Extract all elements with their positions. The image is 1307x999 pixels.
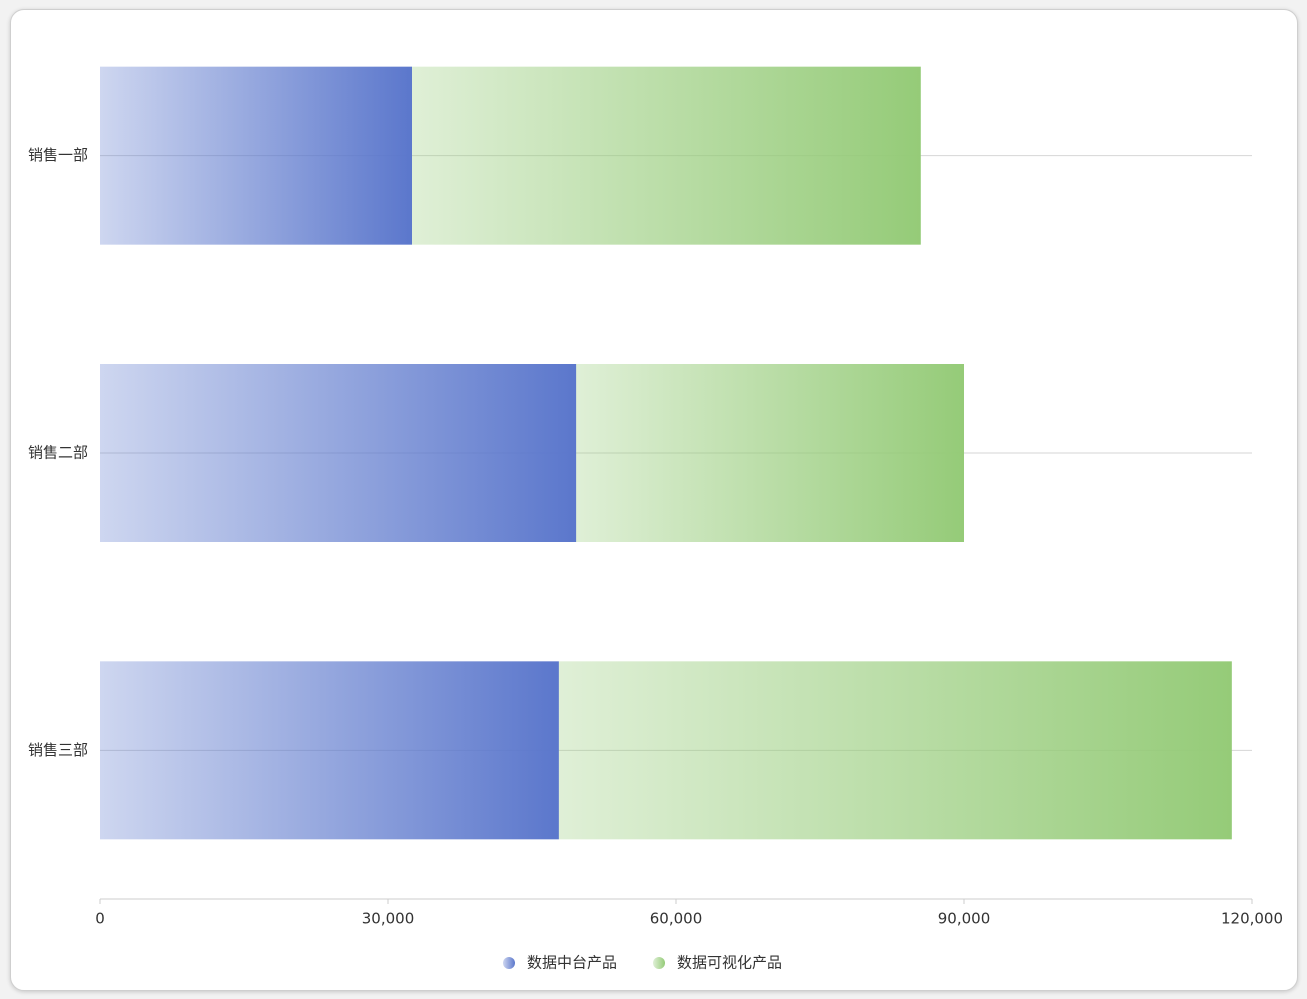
- x-tick-label: 60,000: [650, 910, 703, 928]
- y-tick-label: 销售三部: [28, 741, 88, 759]
- x-tick-label: 30,000: [362, 910, 415, 928]
- legend-label: 数据中台产品: [527, 954, 617, 972]
- y-tick-label: 销售二部: [28, 444, 88, 462]
- bar: [576, 364, 964, 542]
- x-tick-label: 0: [95, 910, 105, 928]
- bar: [558, 661, 1232, 840]
- bar: [100, 661, 559, 840]
- bar: [100, 66, 412, 245]
- legend-marker: [653, 957, 666, 969]
- x-tick-label: 120,000: [1221, 910, 1283, 928]
- y-tick-label: 销售一部: [28, 146, 88, 164]
- bar: [412, 66, 921, 245]
- legend-label: 数据可视化产品: [677, 954, 782, 972]
- legend-marker: [503, 957, 515, 969]
- bar: [100, 364, 577, 542]
- x-tick-label: 90,000: [938, 910, 991, 928]
